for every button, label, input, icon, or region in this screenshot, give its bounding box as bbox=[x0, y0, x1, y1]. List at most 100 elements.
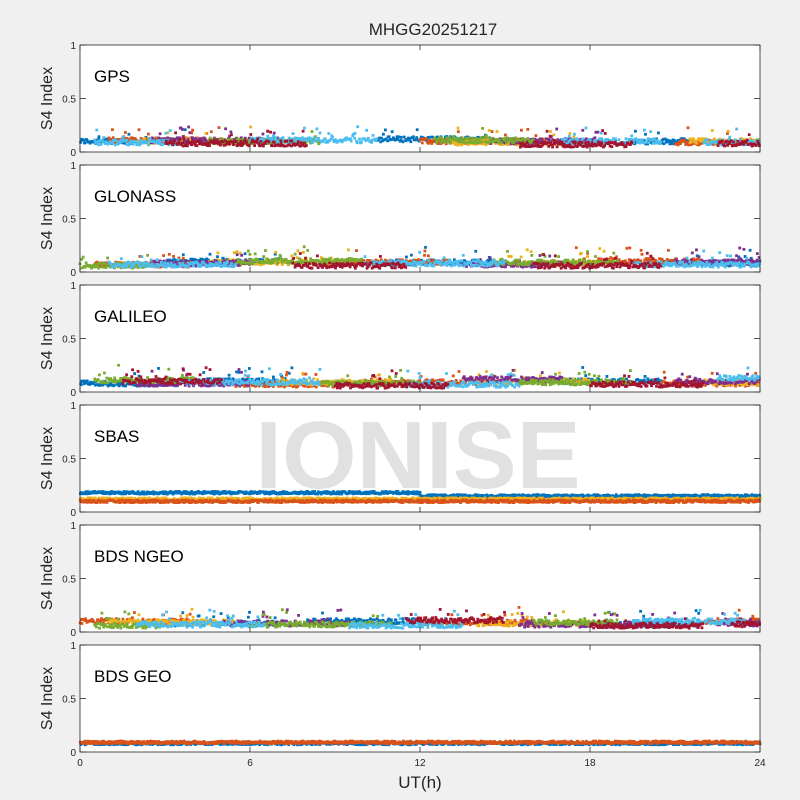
data-point bbox=[576, 145, 579, 148]
data-point bbox=[170, 265, 174, 269]
data-point bbox=[102, 136, 106, 139]
data-point bbox=[453, 137, 457, 140]
data-point bbox=[366, 264, 370, 268]
data-point bbox=[210, 139, 213, 143]
data-point bbox=[167, 259, 170, 263]
data-point bbox=[245, 140, 248, 144]
data-point bbox=[549, 130, 552, 133]
data-point bbox=[120, 265, 124, 269]
data-point bbox=[639, 138, 643, 142]
data-point bbox=[726, 144, 729, 147]
data-point bbox=[634, 262, 638, 266]
data-point bbox=[311, 259, 315, 262]
data-point bbox=[700, 137, 703, 141]
data-point bbox=[264, 249, 267, 252]
data-point bbox=[358, 137, 361, 141]
data-point bbox=[529, 263, 533, 267]
data-point bbox=[84, 261, 88, 265]
data-point bbox=[366, 138, 369, 142]
data-point bbox=[314, 139, 318, 143]
data-point bbox=[186, 261, 190, 265]
data-point bbox=[196, 262, 200, 265]
data-point bbox=[245, 377, 249, 381]
data-point bbox=[425, 378, 429, 382]
data-point bbox=[417, 262, 421, 266]
data-point bbox=[521, 263, 524, 267]
data-point bbox=[227, 138, 231, 142]
data-point bbox=[684, 262, 688, 266]
data-point bbox=[400, 265, 404, 269]
data-point bbox=[738, 138, 742, 142]
data-point bbox=[602, 249, 606, 253]
data-point bbox=[594, 265, 598, 269]
data-point bbox=[171, 143, 174, 147]
data-point bbox=[560, 140, 564, 144]
data-point bbox=[131, 140, 135, 144]
data-point bbox=[496, 264, 499, 267]
data-point bbox=[306, 249, 310, 252]
data-point bbox=[502, 142, 506, 146]
data-point bbox=[538, 262, 541, 266]
data-point bbox=[487, 259, 490, 263]
data-point bbox=[548, 254, 552, 258]
data-point bbox=[283, 385, 286, 389]
data-point bbox=[290, 258, 294, 262]
data-point bbox=[702, 137, 705, 141]
data-point bbox=[625, 246, 629, 250]
data-point bbox=[611, 378, 615, 381]
data-point bbox=[256, 259, 260, 263]
data-point bbox=[119, 261, 123, 265]
data-point bbox=[229, 264, 232, 268]
data-point bbox=[738, 246, 742, 250]
data-point bbox=[254, 137, 258, 140]
data-point bbox=[502, 259, 506, 263]
data-point bbox=[272, 141, 276, 144]
data-point bbox=[206, 141, 209, 145]
data-point bbox=[192, 264, 195, 268]
data-point bbox=[299, 138, 303, 142]
data-point bbox=[702, 260, 705, 263]
data-point bbox=[373, 375, 377, 379]
data-point bbox=[267, 260, 271, 264]
data-point bbox=[755, 252, 759, 255]
data-point bbox=[207, 264, 211, 268]
data-point bbox=[370, 377, 373, 381]
data-point bbox=[168, 129, 172, 132]
data-point bbox=[624, 259, 627, 263]
data-point bbox=[530, 254, 534, 257]
data-point bbox=[251, 140, 255, 144]
data-point bbox=[674, 258, 678, 262]
data-point bbox=[281, 136, 285, 140]
data-point bbox=[348, 259, 351, 263]
data-point bbox=[512, 264, 515, 268]
data-point bbox=[260, 137, 263, 141]
data-point bbox=[184, 261, 188, 265]
data-point bbox=[688, 260, 692, 264]
data-point bbox=[340, 140, 344, 144]
data-point bbox=[278, 144, 282, 148]
data-point bbox=[202, 261, 206, 265]
data-point bbox=[339, 265, 342, 268]
data-point bbox=[681, 260, 684, 264]
data-point bbox=[272, 375, 275, 379]
data-point bbox=[448, 258, 452, 262]
data-point bbox=[682, 140, 686, 143]
data-point bbox=[439, 136, 442, 139]
data-point bbox=[461, 140, 465, 144]
data-point bbox=[573, 142, 577, 145]
data-point bbox=[617, 258, 621, 262]
data-point bbox=[291, 260, 294, 263]
data-point bbox=[399, 264, 402, 267]
data-point bbox=[481, 139, 485, 142]
data-point bbox=[453, 258, 456, 262]
data-point bbox=[427, 259, 430, 263]
data-point bbox=[270, 258, 274, 262]
data-point bbox=[124, 262, 128, 265]
data-point bbox=[370, 266, 374, 270]
data-point bbox=[262, 255, 266, 258]
data-point bbox=[539, 145, 543, 148]
data-point bbox=[287, 136, 291, 140]
data-point bbox=[572, 145, 575, 149]
data-point bbox=[354, 258, 357, 261]
data-point bbox=[219, 141, 223, 145]
